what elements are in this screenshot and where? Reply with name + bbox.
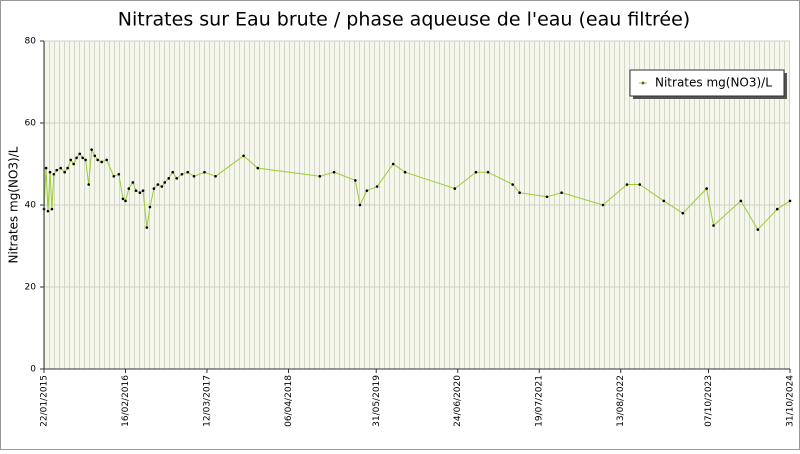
chart-title: Nitrates sur Eau brute / phase aqueuse d… xyxy=(118,9,690,31)
data-point xyxy=(545,195,549,199)
x-tick-label: 07/10/2023 xyxy=(704,375,714,427)
data-point xyxy=(638,183,642,186)
data-point xyxy=(788,199,792,203)
data-point xyxy=(96,158,100,162)
data-point xyxy=(256,166,260,170)
data-point xyxy=(175,177,178,180)
data-point xyxy=(375,185,379,188)
ticks: 0 20 40 60 80 22/01/2015 16/02/2016 12/03/2017 0… xyxy=(25,37,796,427)
data-point xyxy=(121,197,125,201)
data-point xyxy=(59,166,63,170)
y-tick-label: 60 xyxy=(25,119,37,129)
data-point xyxy=(486,170,490,174)
data-point xyxy=(72,162,75,166)
data-point xyxy=(180,172,184,176)
legend: Nitrates mg(NO3)/L xyxy=(629,69,787,99)
grid xyxy=(44,40,790,370)
data-point xyxy=(511,183,515,186)
data-point xyxy=(55,168,59,172)
data-point xyxy=(518,191,521,194)
data-point xyxy=(474,170,478,174)
legend-box xyxy=(629,69,785,97)
data-point xyxy=(203,170,206,174)
data-point xyxy=(156,183,160,186)
data-point xyxy=(739,199,743,203)
data-point xyxy=(90,148,93,151)
x-tick-label: 22/01/2015 xyxy=(40,375,50,427)
data-point xyxy=(78,152,82,156)
data-point xyxy=(52,172,56,176)
x-tick-label: 31/10/2024 xyxy=(786,375,796,427)
y-tick-label: 40 xyxy=(25,201,37,211)
data-point xyxy=(93,154,97,158)
data-point xyxy=(141,189,145,192)
data-point xyxy=(145,226,149,229)
data-point xyxy=(69,158,73,162)
data-point xyxy=(112,175,116,178)
data-point xyxy=(681,211,685,215)
data-point xyxy=(662,199,666,203)
legend-label: Nitrates mg(NO3)/L xyxy=(655,76,772,90)
data-point xyxy=(756,228,760,231)
data-point xyxy=(148,205,152,209)
data-point xyxy=(127,187,131,190)
data-point xyxy=(87,183,91,186)
data-point xyxy=(453,187,457,190)
data-point xyxy=(403,170,407,174)
data-point xyxy=(160,185,164,188)
x-tick-label: 24/06/2020 xyxy=(453,375,463,427)
data-point xyxy=(705,187,708,190)
data-point xyxy=(214,175,217,178)
data-point xyxy=(192,175,196,178)
y-tick-label: 0 xyxy=(30,365,36,375)
data-point xyxy=(134,189,138,192)
data-point xyxy=(332,170,336,174)
data-point xyxy=(84,158,87,162)
data-point xyxy=(560,191,563,194)
data-point xyxy=(358,203,362,207)
data-point xyxy=(48,170,52,174)
data-point xyxy=(81,156,84,160)
data-point xyxy=(124,199,127,203)
data-point xyxy=(167,177,171,180)
data-point xyxy=(105,158,108,162)
x-tick-label: 06/04/2018 xyxy=(284,375,294,427)
x-tick-label: 16/02/2016 xyxy=(121,375,131,427)
data-point xyxy=(318,175,322,178)
x-tick-label: 13/08/2022 xyxy=(616,375,626,427)
data-point xyxy=(365,189,369,192)
series xyxy=(42,147,792,231)
data-point xyxy=(186,170,190,174)
data-point xyxy=(117,172,121,176)
data-point xyxy=(66,166,69,170)
y-tick-label: 80 xyxy=(25,37,37,47)
y-axis-label: Nitrates mg(NO3)/L xyxy=(7,146,21,263)
data-point xyxy=(75,156,78,160)
data-point xyxy=(601,203,605,207)
data-point xyxy=(138,191,142,194)
data-point xyxy=(775,207,779,211)
data-point xyxy=(163,181,167,184)
data-point xyxy=(152,187,156,190)
data-point xyxy=(131,181,135,184)
x-tick-label: 19/07/2021 xyxy=(535,375,545,427)
data-point xyxy=(46,209,50,213)
data-point xyxy=(391,162,395,166)
data-point xyxy=(354,179,357,182)
data-point xyxy=(625,183,629,186)
data-point xyxy=(63,170,66,174)
data-point xyxy=(712,224,715,227)
data-point xyxy=(100,160,103,164)
data-point xyxy=(242,154,245,158)
x-tick-label: 12/03/2017 xyxy=(202,375,212,427)
x-tick-label: 31/05/2019 xyxy=(372,375,382,427)
data-point xyxy=(44,166,48,170)
y-tick-label: 20 xyxy=(25,283,37,293)
data-point xyxy=(50,207,54,211)
data-point xyxy=(171,170,175,174)
